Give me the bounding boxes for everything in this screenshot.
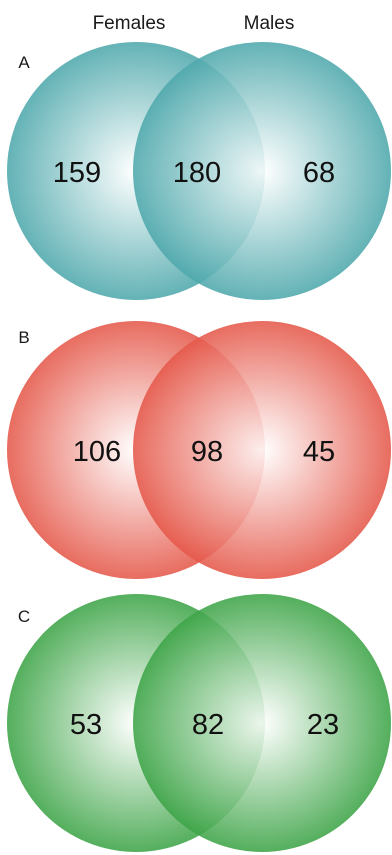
count-males-only-c: 23	[307, 709, 339, 741]
males-circle-c	[133, 594, 391, 852]
males-set-label: Males	[244, 13, 295, 34]
females-set-label: Females	[93, 13, 166, 34]
venn-panel-b: B 106 98 45	[7, 321, 391, 579]
males-circle-a	[133, 42, 391, 300]
panel-letter-c: C	[18, 607, 30, 626]
venn-panel-a: A 159 180 68	[7, 42, 391, 300]
count-shared-a: 180	[173, 157, 221, 189]
count-females-only-c: 53	[70, 709, 102, 741]
count-males-only-b: 45	[303, 436, 335, 468]
panel-letter-a: A	[18, 53, 30, 72]
venn-panel-c: C 53 82 23	[7, 594, 391, 852]
count-males-only-a: 68	[303, 157, 335, 189]
males-circle-b	[133, 321, 391, 579]
count-shared-c: 82	[192, 709, 224, 741]
count-shared-b: 98	[191, 436, 223, 468]
count-females-only-a: 159	[53, 157, 101, 189]
panel-letter-b: B	[18, 328, 29, 347]
count-females-only-b: 106	[73, 436, 121, 468]
